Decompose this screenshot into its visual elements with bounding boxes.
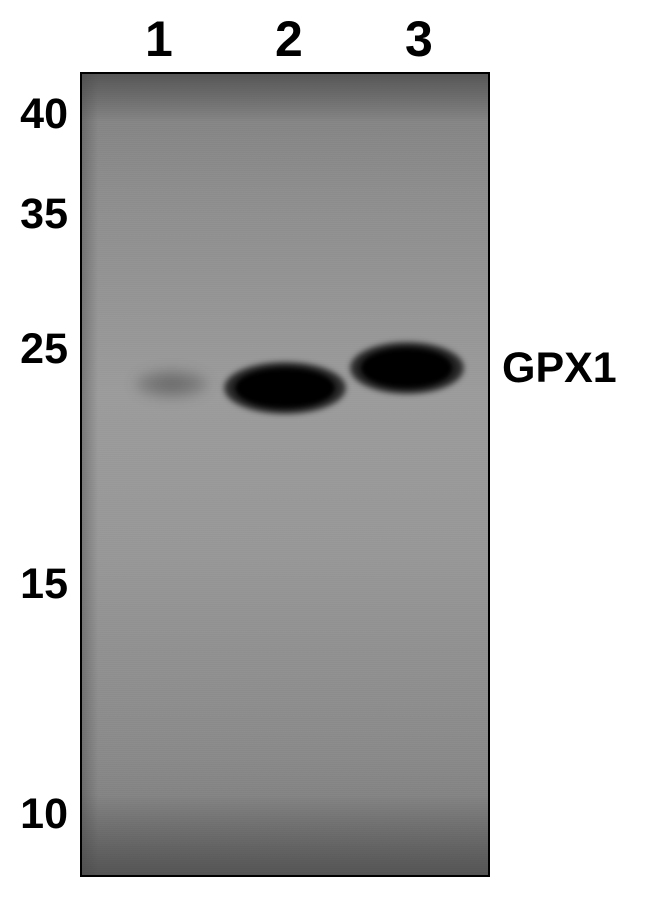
lane-label-3: 3 bbox=[405, 10, 433, 68]
mw-label-10: 10 bbox=[10, 790, 68, 839]
mw-label-40: 40 bbox=[10, 90, 68, 139]
mw-label-35: 35 bbox=[10, 190, 68, 239]
lane-label-2: 2 bbox=[275, 10, 303, 68]
protein-label-gpx1: GPX1 bbox=[502, 344, 617, 393]
blot-left-shadow bbox=[82, 74, 98, 875]
blot-grain-overlay bbox=[82, 74, 488, 875]
lane-label-1: 1 bbox=[145, 10, 173, 68]
western-blot-membrane bbox=[80, 72, 490, 877]
figure-container: 1 2 3 40 35 25 15 10 GPX1 bbox=[0, 0, 650, 913]
blot-bottom-shadow bbox=[82, 795, 488, 875]
blot-top-shadow bbox=[82, 74, 488, 122]
mw-label-25: 25 bbox=[10, 325, 68, 374]
mw-label-15: 15 bbox=[10, 560, 68, 609]
